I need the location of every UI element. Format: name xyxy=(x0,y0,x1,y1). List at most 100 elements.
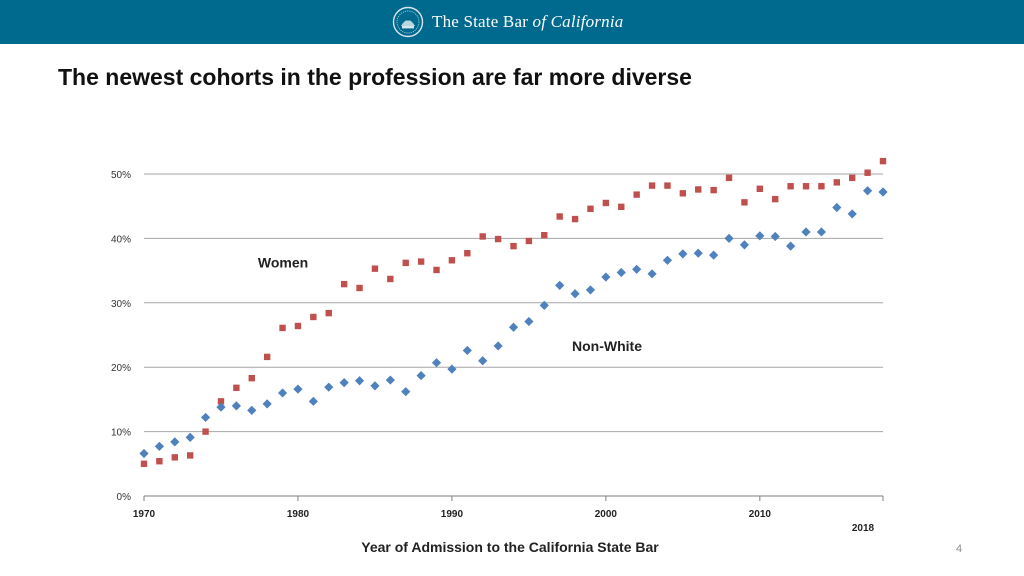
women-data-point xyxy=(618,203,625,211)
x-tick-label: 1970 xyxy=(133,509,156,520)
non-white-data-point xyxy=(277,388,288,398)
x-tick-label: 2000 xyxy=(595,509,618,520)
non-white-data-point xyxy=(847,209,857,219)
women-data-point xyxy=(802,183,810,190)
series-label-non-white: Non-White xyxy=(572,338,642,354)
women-data-point xyxy=(818,183,825,190)
women-data-point xyxy=(710,186,717,194)
non-white-data-point xyxy=(508,322,519,332)
women-data-point xyxy=(310,313,317,321)
non-white-data-point xyxy=(308,396,318,406)
women-data-point xyxy=(263,353,271,361)
women-data-point xyxy=(648,182,656,189)
non-white-data-point xyxy=(170,437,180,447)
non-white-data-point xyxy=(185,432,195,442)
women-data-point xyxy=(217,398,225,405)
x-tick-label: 2018 xyxy=(852,523,875,534)
non-white-data-point xyxy=(739,240,750,250)
women-data-point xyxy=(525,237,533,245)
women-data-point xyxy=(787,183,794,190)
women-data-point xyxy=(541,231,548,239)
non-white-data-point xyxy=(647,269,657,279)
women-data-point xyxy=(756,185,764,193)
non-white-data-point xyxy=(385,375,395,385)
non-white-data-point xyxy=(539,300,549,310)
women-data-point xyxy=(402,259,409,267)
non-white-data-point xyxy=(216,402,226,412)
non-white-data-point xyxy=(247,405,257,415)
slide-number: 4 xyxy=(956,543,963,555)
state-bar-seal-icon xyxy=(392,6,424,38)
brand-logo[interactable]: The State Bar of California xyxy=(392,5,623,39)
women-data-point xyxy=(833,179,841,186)
women-data-point xyxy=(156,458,163,465)
women-data-point xyxy=(571,215,579,223)
women-data-point xyxy=(294,322,302,330)
women-data-point xyxy=(417,258,425,265)
brand-emphasis: of California xyxy=(532,12,624,31)
women-data-point xyxy=(464,250,471,257)
non-white-data-point xyxy=(709,250,719,260)
women-data-point xyxy=(140,460,148,467)
header-banner: The State Bar of California xyxy=(0,0,1024,44)
non-white-data-point xyxy=(262,399,272,409)
non-white-data-point xyxy=(770,231,780,242)
women-data-point xyxy=(879,157,887,165)
y-tick-label: 30% xyxy=(111,299,131,310)
women-data-point xyxy=(556,213,563,220)
women-data-point xyxy=(725,174,733,182)
non-white-data-point xyxy=(324,382,334,392)
women-data-point xyxy=(695,186,702,193)
women-data-point xyxy=(864,169,871,176)
non-white-data-point xyxy=(200,412,211,423)
y-tick-label: 50% xyxy=(111,170,131,181)
x-tick-label: 1980 xyxy=(287,509,310,520)
non-white-data-point xyxy=(416,370,426,381)
brand-name: The State Bar of California xyxy=(432,12,623,32)
women-data-point xyxy=(202,428,209,435)
non-white-data-point xyxy=(231,401,241,411)
non-white-data-point xyxy=(832,202,842,213)
women-data-point xyxy=(772,195,779,203)
non-white-data-point xyxy=(370,381,380,391)
women-data-point xyxy=(479,233,486,240)
women-data-point xyxy=(325,309,332,317)
women-data-point xyxy=(356,284,363,292)
women-data-point xyxy=(664,182,671,189)
non-white-data-point xyxy=(601,272,611,282)
non-white-data-point xyxy=(555,280,565,291)
non-white-data-point xyxy=(570,289,580,299)
women-data-point xyxy=(633,191,640,198)
non-white-data-point xyxy=(339,378,349,388)
women-data-point xyxy=(587,205,594,212)
women-data-point xyxy=(340,280,348,288)
women-data-point xyxy=(248,374,255,382)
non-white-data-point xyxy=(678,249,688,259)
women-data-point xyxy=(448,257,456,264)
women-data-point xyxy=(171,454,178,461)
y-tick-label: 10% xyxy=(111,428,131,439)
non-white-data-point xyxy=(524,316,534,327)
women-data-point xyxy=(371,265,379,272)
non-white-data-point xyxy=(431,358,442,368)
non-white-data-point xyxy=(354,376,365,386)
women-data-point xyxy=(186,452,194,459)
women-data-point xyxy=(741,199,748,206)
women-data-point xyxy=(494,235,502,243)
non-white-data-point xyxy=(154,441,164,452)
x-tick-label: 2010 xyxy=(749,509,772,520)
y-tick-label: 20% xyxy=(111,363,131,374)
women-data-point xyxy=(849,174,856,182)
non-white-data-point xyxy=(632,264,642,274)
non-white-data-point xyxy=(447,364,457,374)
brand-prefix: The State Bar xyxy=(432,12,533,31)
non-white-data-point xyxy=(478,356,488,366)
y-tick-label: 0% xyxy=(117,492,132,503)
non-white-data-point xyxy=(693,248,703,258)
non-white-data-point xyxy=(801,227,811,237)
non-white-data-point xyxy=(863,186,873,196)
women-data-point xyxy=(602,199,610,207)
y-tick-label: 40% xyxy=(111,234,131,245)
x-axis-title: Year of Admission to the California Stat… xyxy=(361,539,659,555)
